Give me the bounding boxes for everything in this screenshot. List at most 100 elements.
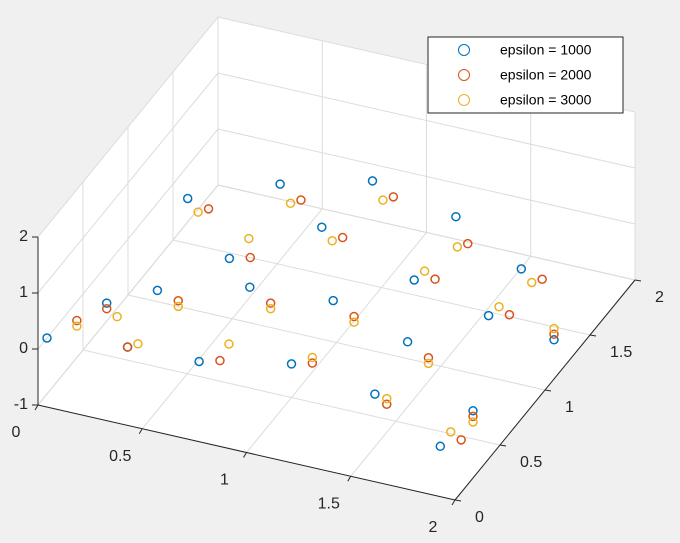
data-point [317,222,327,232]
data-point [435,441,446,452]
data-point [152,285,163,296]
data-point [452,242,463,252]
data-point [203,204,214,214]
data-point [504,310,515,320]
grid-line [37,128,219,350]
x-tick [138,428,143,435]
y-tick-label: 1.5 [610,344,632,361]
y-tick-label: 0 [475,509,484,526]
y-tick-label: 0.5 [520,454,542,471]
data-point [549,323,559,334]
data-point [72,315,82,326]
legend-label: epsilon = 2000 [500,67,592,83]
x-tick-label: 0.5 [109,448,131,465]
data-point [182,193,193,204]
data-point [409,275,419,285]
data-point [265,298,276,308]
data-point [378,195,388,205]
axes-background [38,17,635,500]
data-point [122,342,133,352]
data-point [349,311,359,322]
z-tick-label: 0 [19,340,28,357]
data-point [72,321,82,331]
data-point [483,310,494,321]
data-point [367,176,378,186]
data-point [307,352,318,363]
z-tick-label: 1 [19,284,28,301]
z-tick-label: 2 [19,228,28,245]
data-point [328,295,338,306]
y-tick [634,279,642,282]
data-point [244,233,254,244]
y-tick [544,389,552,392]
data-point [430,274,440,284]
data-point [173,296,183,306]
y-tick-label: 2 [655,289,664,306]
x-tick [34,404,39,411]
grid-line [37,72,219,294]
legend-marker [458,69,470,81]
legend-box [427,36,624,114]
data-point [388,192,399,202]
grid-line [217,72,636,169]
data-point [215,355,225,366]
data-point [327,236,337,246]
data-point [445,427,456,437]
data-point [456,435,466,445]
y-tick [454,499,462,502]
data-point [423,353,434,363]
legend-label: epsilon = 1000 [500,42,592,58]
data-point [419,266,430,276]
data-point [265,304,276,314]
data-point [112,311,122,322]
data-point [549,335,559,345]
grid-line [37,184,219,406]
x-tick [451,499,456,506]
grid-line [172,239,591,336]
data-point [245,252,255,263]
data-point [463,238,473,249]
data-point [245,282,255,292]
data-point [193,207,203,217]
data-point [42,333,52,343]
legend-label: epsilon = 3000 [500,92,592,108]
data-point [402,337,413,347]
y-axis [454,279,636,501]
data-point [382,393,392,404]
legend-marker [458,94,470,106]
data-point [285,198,296,209]
data-point [101,303,112,314]
x-tick-label: 1.5 [318,495,340,512]
x-axis [37,404,456,501]
z-tick-label: -1 [14,396,28,413]
data-point [468,406,478,416]
data-point [296,195,306,205]
data-point [286,359,297,369]
x-tick-label: 2 [429,519,438,536]
data-point [224,253,235,264]
grid-line [127,294,546,391]
data-point [526,277,537,288]
y-tick-label: 1 [565,399,574,416]
data-point [494,302,504,312]
x-tick [347,475,352,482]
x-tick-label: 1 [220,472,229,489]
data-point [516,264,527,274]
data-point [275,179,285,189]
data-point [337,232,348,243]
grid-line [82,349,501,446]
grid-line [37,16,219,238]
y-tick [589,334,597,337]
data-point [423,358,434,369]
legend-marker [458,44,470,56]
legend: epsilon = 1000 epsilon = 2000 epsilon = 30… [427,36,624,114]
data-point [101,298,112,308]
grid-line [217,128,636,225]
data-point [349,317,359,327]
data-point [173,301,183,312]
data-point [549,329,559,339]
data-point [194,356,204,367]
x-tick [243,452,247,458]
